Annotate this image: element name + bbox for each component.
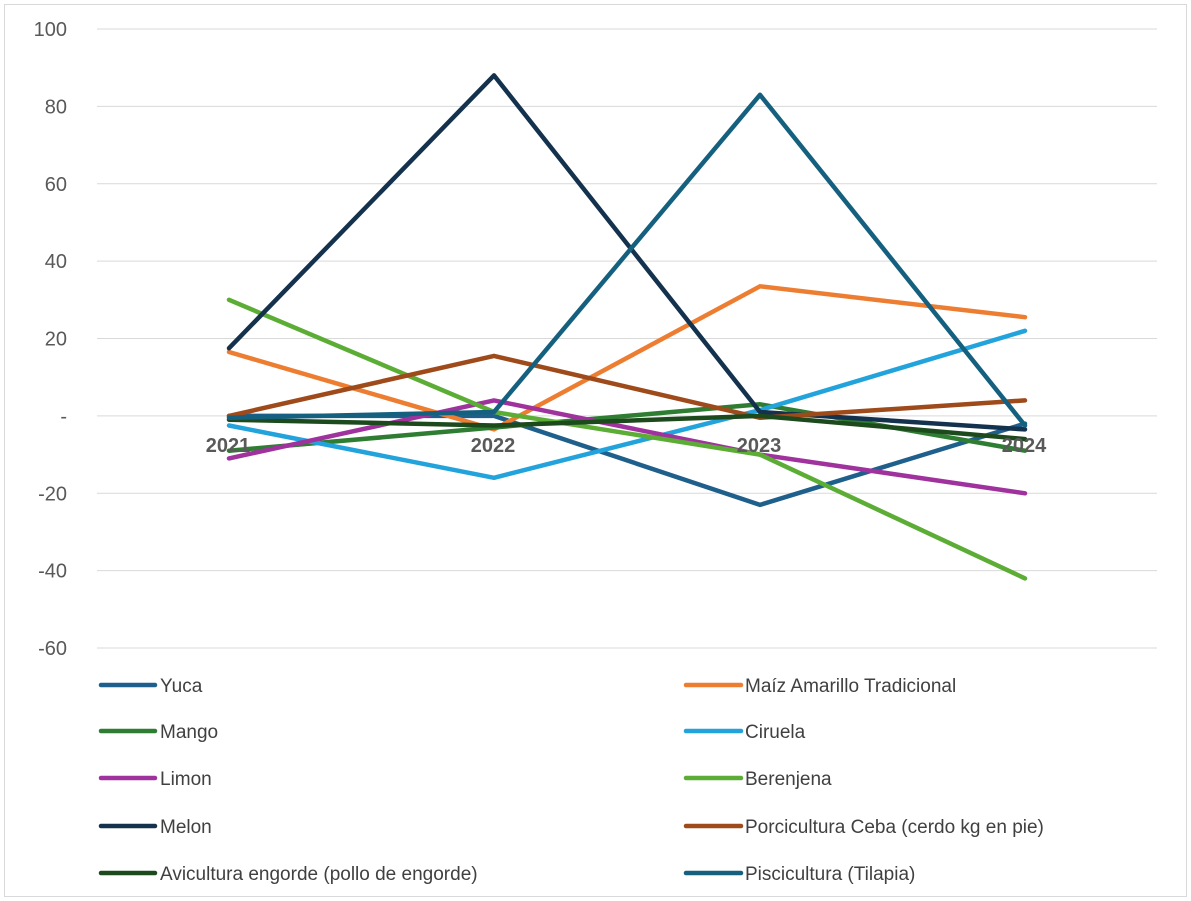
legend-label: Limon <box>160 769 212 790</box>
x-tick-label: 2022 <box>471 435 516 457</box>
series-line-piscicultura-tilapia <box>226 92 1028 428</box>
x-tick-label: 2023 <box>737 435 782 457</box>
legend-label: Ciruela <box>745 722 806 743</box>
series-lines <box>226 73 1028 581</box>
x-tick-label: 2024 <box>1002 435 1047 457</box>
legend-label: Avicultura engorde (pollo de engorde) <box>160 864 478 885</box>
y-axis-tick-labels: 100 80 60 40 20 - -20 -40 -60 <box>34 19 67 660</box>
legend-label: Yuca <box>160 676 203 697</box>
series-line-limon <box>226 398 1028 496</box>
series-line-avicultura-engorde-pollo-de-engorde <box>226 413 1028 442</box>
legend-label: Porcicultura Ceba (cerdo kg en pie) <box>745 817 1044 838</box>
legend-label: Melon <box>160 817 212 838</box>
y-tick-label: -20 <box>38 483 67 505</box>
y-tick-label: 40 <box>45 251 67 273</box>
series-line-ma-z-amarillo-tradicional <box>226 284 1028 432</box>
series-line-porcicultura-ceba-cerdo-kg-en-pie <box>226 353 1028 421</box>
y-tick-label: -60 <box>38 638 67 660</box>
x-axis-tick-labels: 2021 2022 2023 2024 <box>206 435 1047 457</box>
legend-label: Piscicultura (Tilapia) <box>745 864 915 885</box>
y-tick-label: -40 <box>38 561 67 583</box>
y-tick-label: 100 <box>34 19 67 41</box>
y-tick-label: 60 <box>45 174 67 196</box>
legend-label: Maíz Amarillo Tradicional <box>745 676 956 697</box>
legend: Yuca Maíz Amarillo Tradicional Mango Ciruel… <box>98 676 1044 885</box>
x-tick-label: 2021 <box>206 435 251 457</box>
y-tick-label: 20 <box>45 329 67 351</box>
series-line-ciruela <box>226 328 1028 481</box>
y-tick-label: 80 <box>45 96 67 118</box>
y-tick-label: - <box>60 406 67 428</box>
series-line-berenjena <box>226 297 1028 581</box>
legend-label: Berenjena <box>745 769 832 790</box>
legend-label: Mango <box>160 722 218 743</box>
series-line-melon <box>226 73 1028 432</box>
